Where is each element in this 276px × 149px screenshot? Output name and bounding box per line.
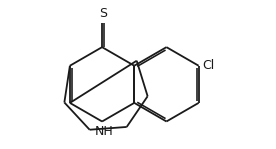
Text: S: S: [99, 7, 107, 20]
Text: NH: NH: [95, 125, 113, 138]
Text: Cl: Cl: [202, 59, 215, 72]
